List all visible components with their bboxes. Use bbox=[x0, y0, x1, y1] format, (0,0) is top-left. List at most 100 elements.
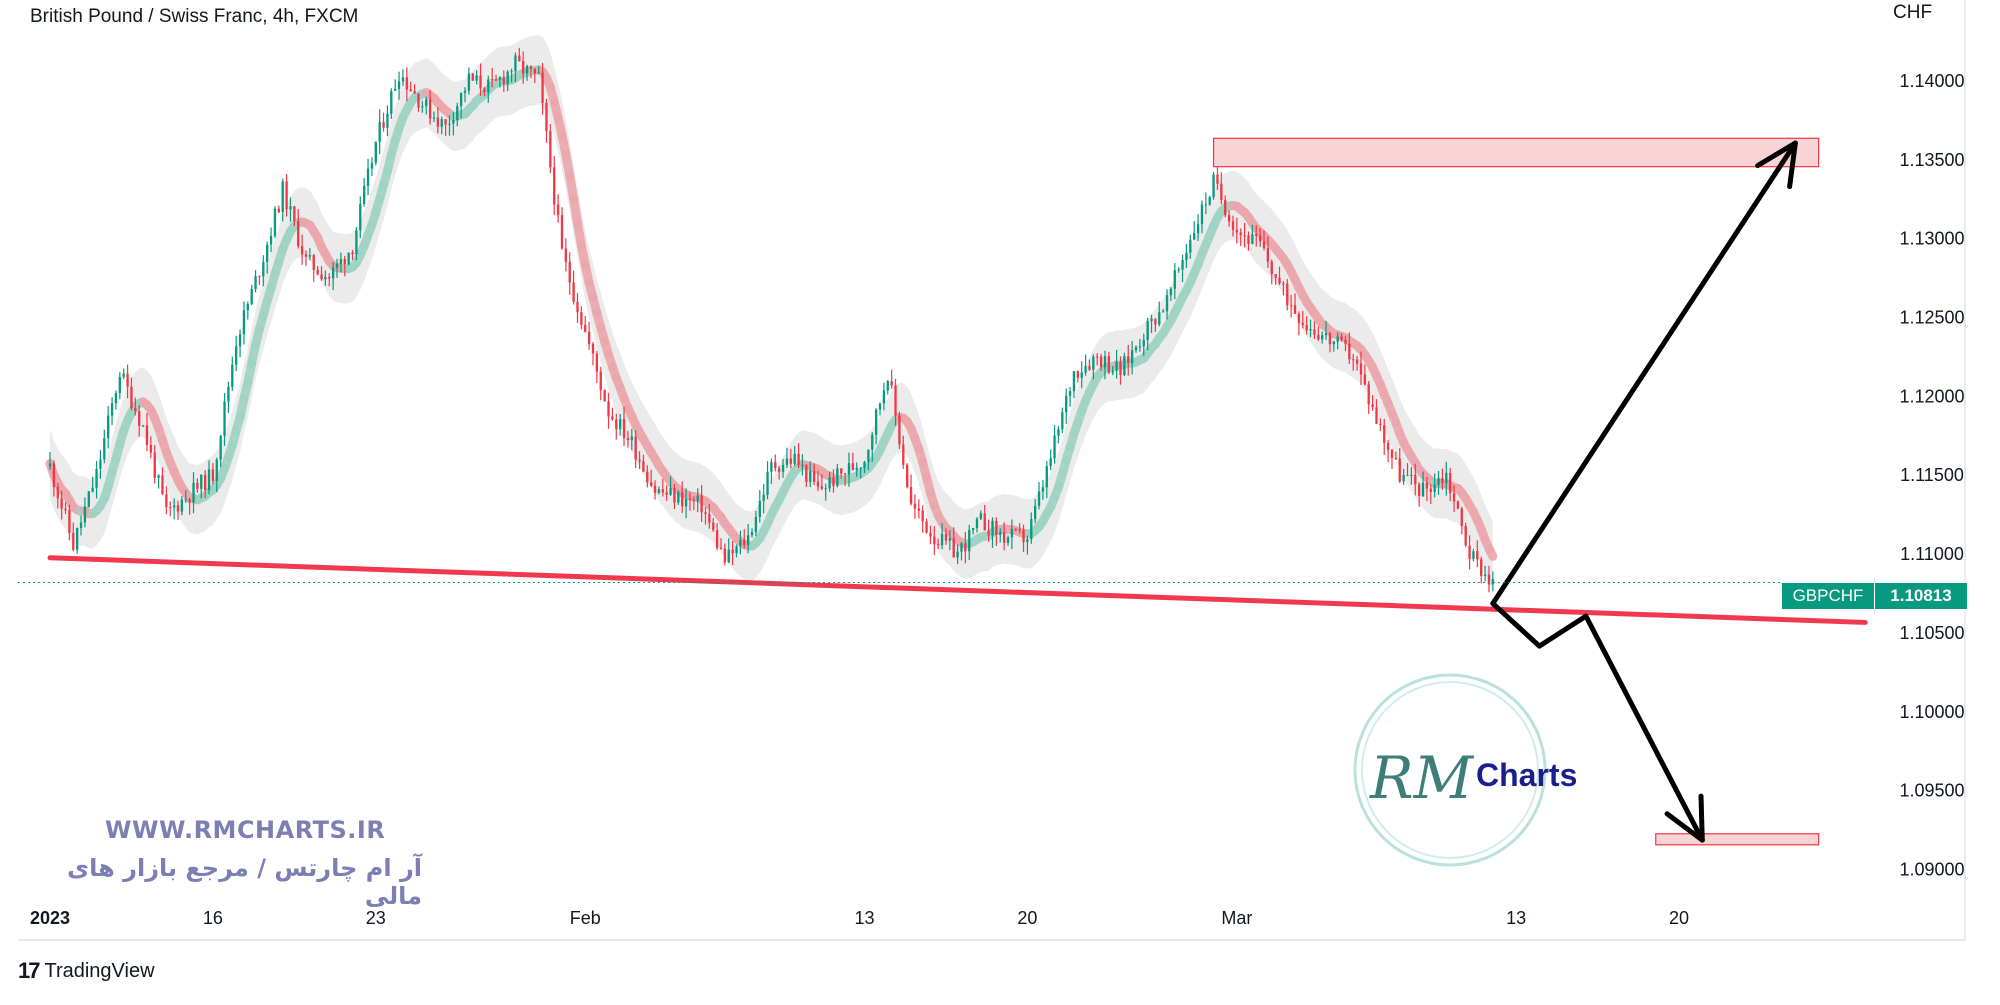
candle-body bbox=[561, 215, 563, 248]
candle-body bbox=[410, 89, 412, 91]
candle-body bbox=[297, 221, 299, 246]
candle-body bbox=[801, 465, 803, 466]
candle-body bbox=[219, 436, 221, 460]
candle-body bbox=[367, 169, 369, 186]
candle-body bbox=[460, 93, 462, 106]
candle-body bbox=[1018, 529, 1020, 530]
time-tick-label: 2023 bbox=[30, 908, 70, 928]
candle-body bbox=[1178, 270, 1180, 271]
candle-body bbox=[786, 459, 788, 465]
candle-body bbox=[1096, 357, 1098, 358]
price-tick-label: 1.13000 bbox=[1899, 229, 1964, 249]
candle-body bbox=[88, 491, 90, 506]
candle-body bbox=[576, 302, 578, 312]
candle-body bbox=[235, 346, 237, 364]
candle-body bbox=[1135, 347, 1137, 350]
candle-body bbox=[894, 385, 896, 415]
last-price-badge: 1.10813 bbox=[1875, 583, 1967, 609]
candle-body bbox=[1193, 233, 1195, 239]
candle-body bbox=[177, 505, 179, 511]
candle-body bbox=[169, 507, 171, 508]
candle-body bbox=[1081, 372, 1083, 377]
candle-body bbox=[673, 488, 675, 502]
candle-body bbox=[340, 259, 342, 264]
candle-body bbox=[1379, 424, 1381, 425]
price-tick-label: 1.11500 bbox=[1900, 465, 1964, 485]
candle-body bbox=[809, 471, 811, 482]
candle-body bbox=[1139, 346, 1141, 347]
candle-body bbox=[1433, 485, 1435, 492]
candle-body bbox=[790, 459, 792, 464]
candle-body bbox=[697, 496, 699, 502]
symbol-title[interactable]: British Pound / Swiss Franc, 4h, FXCM bbox=[30, 6, 358, 28]
candle-body bbox=[181, 500, 183, 512]
candle-body bbox=[747, 535, 749, 545]
candle-body bbox=[956, 552, 958, 558]
candle-body bbox=[972, 528, 974, 530]
price-tick-label: 1.12500 bbox=[1899, 307, 1964, 327]
candle-body bbox=[1108, 356, 1110, 372]
candle-body bbox=[76, 528, 78, 550]
logo-text: Charts bbox=[1476, 757, 1577, 793]
candle-body bbox=[332, 268, 334, 279]
price-tick-label: 1.11000 bbox=[1900, 544, 1964, 564]
candle-body bbox=[638, 460, 640, 462]
candle-body bbox=[1278, 278, 1280, 284]
candle-body bbox=[173, 505, 175, 507]
tradingview-footer[interactable]: 17 TradingView bbox=[18, 958, 155, 984]
candle-body bbox=[1069, 391, 1071, 396]
candle-body bbox=[1084, 366, 1086, 372]
candle-body bbox=[1104, 356, 1106, 367]
candle-body bbox=[68, 510, 70, 533]
candle-body bbox=[196, 483, 198, 489]
candle-body bbox=[1240, 232, 1242, 235]
candle-body bbox=[154, 452, 156, 477]
candle-body bbox=[258, 276, 260, 277]
price-tick-label: 1.10000 bbox=[1899, 702, 1964, 722]
candle-body bbox=[344, 259, 346, 264]
candle-body bbox=[313, 255, 315, 270]
candle-body bbox=[1302, 323, 1304, 325]
watermark-tagline: آر ام چارتس / مرجع بازار های مالی bbox=[40, 854, 422, 910]
candle-body bbox=[1112, 371, 1114, 373]
candle-body bbox=[223, 402, 225, 436]
candle-body bbox=[208, 469, 210, 490]
candle-body bbox=[669, 488, 671, 495]
candle-body bbox=[751, 532, 753, 535]
candle-body bbox=[1216, 175, 1218, 184]
candle-body bbox=[1399, 458, 1401, 481]
candle-body bbox=[1437, 478, 1439, 485]
candle-body bbox=[1158, 312, 1160, 324]
candle-body bbox=[60, 498, 62, 508]
candle-body bbox=[495, 80, 497, 81]
candle-body bbox=[619, 419, 621, 429]
price-tick-label: 1.13500 bbox=[1899, 150, 1964, 170]
candle-body bbox=[534, 69, 536, 74]
candle-body bbox=[301, 246, 303, 254]
candle-body bbox=[285, 181, 287, 209]
candle-body bbox=[475, 76, 477, 81]
candle-body bbox=[1232, 221, 1234, 229]
candle-body bbox=[1205, 204, 1207, 205]
candle-body bbox=[1368, 384, 1370, 404]
candle-body bbox=[603, 390, 605, 401]
candle-body bbox=[448, 124, 450, 125]
candle-body bbox=[1026, 539, 1028, 542]
candle-body bbox=[282, 181, 284, 212]
candle-body bbox=[336, 264, 338, 268]
candle-body bbox=[402, 77, 404, 81]
candle-body bbox=[1154, 319, 1156, 325]
candle-body bbox=[1263, 241, 1265, 248]
candle-body bbox=[677, 492, 679, 502]
price-tick-label: 1.09000 bbox=[1899, 859, 1964, 879]
candle-body bbox=[871, 435, 873, 450]
candle-body bbox=[995, 521, 997, 535]
candle-body bbox=[130, 387, 132, 408]
candle-body bbox=[188, 499, 190, 502]
candle-body bbox=[1100, 357, 1102, 368]
candle-body bbox=[1492, 579, 1494, 584]
candle-body bbox=[867, 450, 869, 462]
candle-body bbox=[1131, 350, 1133, 363]
